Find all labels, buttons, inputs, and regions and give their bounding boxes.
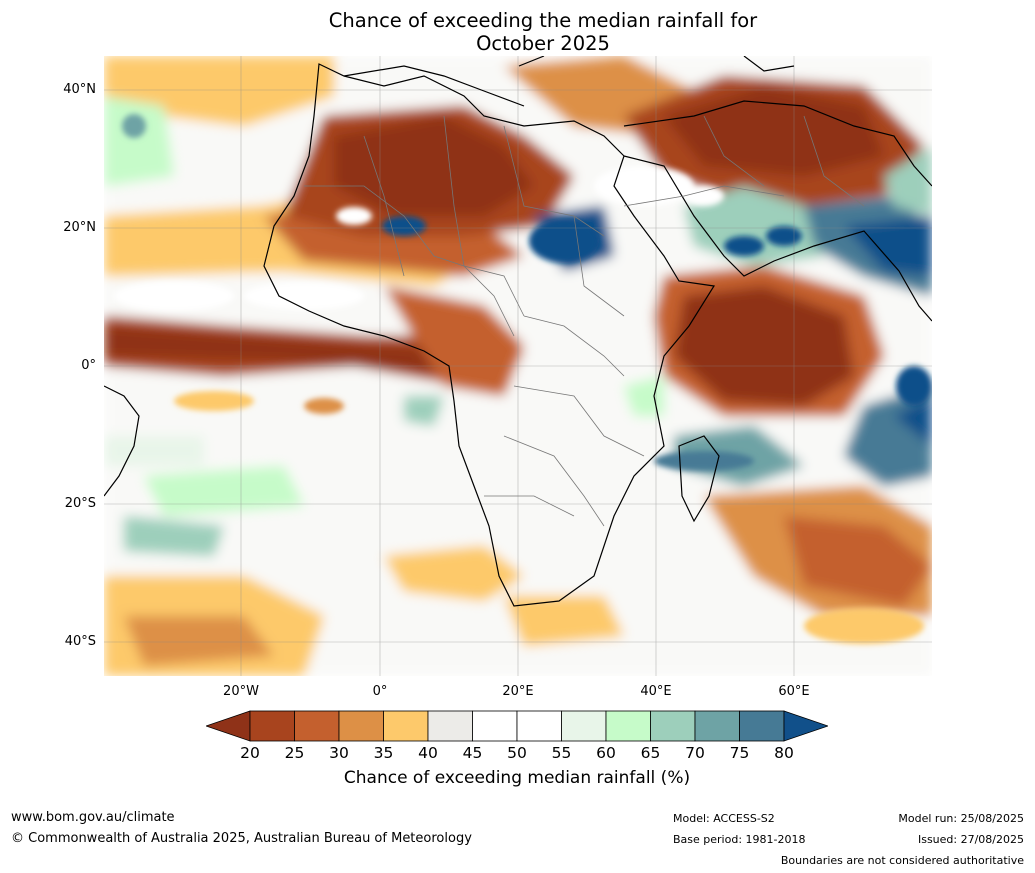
colorbar-segment (427, 710, 473, 742)
footer-model-run: Model run: 25/08/2025 (898, 812, 1024, 825)
colorbar-segment (294, 710, 340, 742)
colorbar-segment (694, 710, 740, 742)
colorbar-segment (650, 710, 696, 742)
colorbar-segment (338, 710, 384, 742)
colorbar-tick-label: 80 (774, 744, 794, 762)
colorbar (204, 710, 830, 742)
colorbar-tick-label: 55 (551, 744, 572, 762)
title-line-2: October 2025 (476, 32, 610, 55)
lon-label-40e: 40°E (640, 684, 672, 699)
colorbar-tick-label: 60 (596, 744, 616, 762)
graticule (104, 56, 932, 676)
colorbar-label: Chance of exceeding median rainfall (%) (343, 768, 691, 788)
lat-label-0: 0° (81, 358, 96, 373)
rainfall-map[interactable] (104, 56, 932, 676)
lat-label-40n: 40°N (63, 82, 96, 97)
colorbar-tick-label: 20 (240, 744, 260, 762)
lat-label-40s: 40°S (64, 634, 96, 649)
footer-issued: Issued: 27/08/2025 (917, 833, 1024, 846)
colorbar-tick-label: 25 (284, 744, 305, 762)
lon-label-60e: 60°E (778, 684, 810, 699)
country-boundaries (304, 115, 865, 527)
colorbar-segment (249, 710, 295, 742)
lon-label-0: 0° (372, 684, 388, 699)
footer-base-period: Base period: 1981-2018 (673, 833, 806, 846)
colorbar-high-arrow (783, 710, 830, 742)
lon-label-20e: 20°E (502, 684, 534, 699)
map-title: Chance of exceeding the median rainfall … (243, 9, 843, 55)
colorbar-segment (383, 710, 429, 742)
lon-label-20w: 20°W (223, 684, 259, 699)
footer-model: Model: ACCESS-S2 (673, 812, 775, 825)
footer-copyright: © Commonwealth of Australia 2025, Austra… (11, 831, 472, 846)
lat-label-20n: 20°N (63, 220, 96, 235)
colorbar-low-arrow (204, 710, 251, 742)
colorbar-tick-label: 40 (418, 744, 438, 762)
colorbar-segment (516, 710, 562, 742)
colorbar-tick-label: 65 (640, 744, 661, 762)
colorbar-tick-label: 70 (685, 744, 705, 762)
footer-url[interactable]: www.bom.gov.au/climate (11, 810, 175, 825)
lat-label-20s: 20°S (64, 496, 96, 511)
colorbar-segment (739, 710, 785, 742)
colorbar-tick-label: 35 (373, 744, 394, 762)
colorbar-segment (605, 710, 651, 742)
title-line-1: Chance of exceeding the median rainfall … (328, 9, 758, 32)
colorbar-tick-label: 45 (462, 744, 483, 762)
footer-disclaimer: Boundaries are not considered authoritat… (780, 854, 1024, 867)
coastlines (104, 56, 932, 607)
colorbar-tick-label: 75 (729, 744, 750, 762)
rainfall-detail (114, 114, 932, 644)
colorbar-tick-label: 30 (329, 744, 349, 762)
colorbar-tick-label: 50 (507, 744, 527, 762)
colorbar-segment (472, 710, 518, 742)
colorbar-segment (561, 710, 607, 742)
madagascar-outline (678, 435, 720, 523)
